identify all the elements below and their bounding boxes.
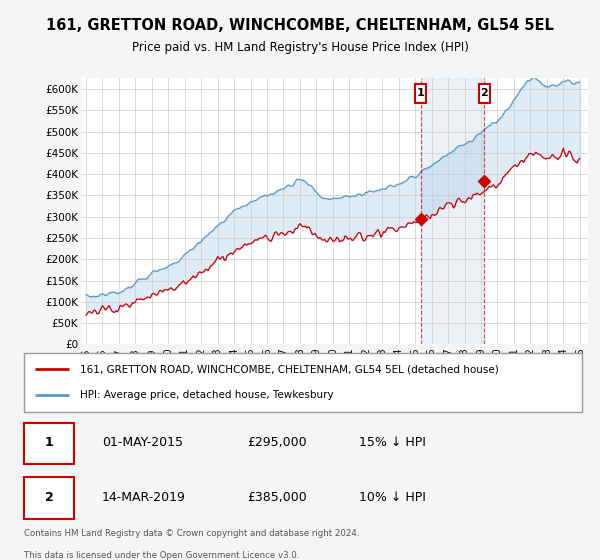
Text: This data is licensed under the Open Government Licence v3.0.: This data is licensed under the Open Gov… xyxy=(24,551,299,560)
Text: 10% ↓ HPI: 10% ↓ HPI xyxy=(359,491,425,504)
Text: Price paid vs. HM Land Registry's House Price Index (HPI): Price paid vs. HM Land Registry's House … xyxy=(131,41,469,54)
Text: 01-MAY-2015: 01-MAY-2015 xyxy=(102,436,183,449)
FancyBboxPatch shape xyxy=(24,478,74,519)
Text: 1: 1 xyxy=(45,436,53,449)
Text: 2: 2 xyxy=(45,491,53,504)
Bar xyxy=(421,78,484,344)
FancyBboxPatch shape xyxy=(24,353,582,412)
Text: 2: 2 xyxy=(481,88,488,99)
Text: HPI: Average price, detached house, Tewkesbury: HPI: Average price, detached house, Tewk… xyxy=(80,390,334,400)
FancyBboxPatch shape xyxy=(479,84,490,103)
FancyBboxPatch shape xyxy=(415,84,426,103)
Text: 1: 1 xyxy=(417,88,424,99)
Text: 161, GRETTON ROAD, WINCHCOMBE, CHELTENHAM, GL54 5EL (detached house): 161, GRETTON ROAD, WINCHCOMBE, CHELTENHA… xyxy=(80,364,499,374)
Text: 14-MAR-2019: 14-MAR-2019 xyxy=(102,491,186,504)
Text: Contains HM Land Registry data © Crown copyright and database right 2024.: Contains HM Land Registry data © Crown c… xyxy=(24,529,359,539)
Text: £385,000: £385,000 xyxy=(247,491,307,504)
FancyBboxPatch shape xyxy=(24,423,74,464)
Text: 161, GRETTON ROAD, WINCHCOMBE, CHELTENHAM, GL54 5EL: 161, GRETTON ROAD, WINCHCOMBE, CHELTENHA… xyxy=(46,18,554,32)
Text: 15% ↓ HPI: 15% ↓ HPI xyxy=(359,436,425,449)
Text: £295,000: £295,000 xyxy=(247,436,307,449)
